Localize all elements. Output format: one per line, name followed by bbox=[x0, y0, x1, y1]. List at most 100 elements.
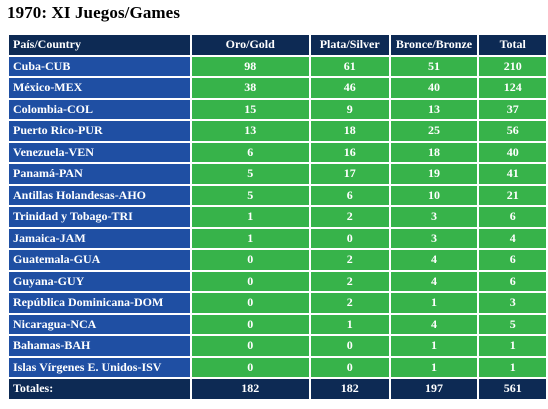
silver-cell: 6 bbox=[310, 185, 389, 205]
total-cell: 1 bbox=[479, 336, 546, 356]
bronze-cell: 1 bbox=[390, 357, 478, 377]
totals-total: 561 bbox=[479, 379, 546, 399]
total-cell: 210 bbox=[479, 56, 546, 76]
gold-cell: 5 bbox=[191, 185, 309, 205]
header-total: Total bbox=[479, 35, 546, 55]
country-cell: Nicaragua-NCA bbox=[9, 314, 190, 334]
table-row: Colombia-COL 15 9 13 37 bbox=[9, 99, 546, 119]
bronze-cell: 40 bbox=[390, 78, 478, 98]
table-row: Jamaica-JAM 1 0 3 4 bbox=[9, 228, 546, 248]
gold-cell: 0 bbox=[191, 314, 309, 334]
table-row: Venezuela-VEN 6 16 18 40 bbox=[9, 142, 546, 162]
totals-gold: 182 bbox=[191, 379, 309, 399]
silver-cell: 2 bbox=[310, 250, 389, 270]
silver-cell: 61 bbox=[310, 56, 389, 76]
gold-cell: 15 bbox=[191, 99, 309, 119]
table-row: Panamá-PAN 5 17 19 41 bbox=[9, 164, 546, 184]
totals-row: Totales: 182 182 197 561 bbox=[9, 379, 546, 399]
country-cell: Panamá-PAN bbox=[9, 164, 190, 184]
gold-cell: 5 bbox=[191, 164, 309, 184]
table-row: Islas Vírgenes E. Unidos-ISV 0 0 1 1 bbox=[9, 357, 546, 377]
medal-table: País/Country Oro/Gold Plata/Silver Bronc… bbox=[7, 33, 548, 401]
table-row: Bahamas-BAH 0 0 1 1 bbox=[9, 336, 546, 356]
bronze-cell: 51 bbox=[390, 56, 478, 76]
totals-label: Totales: bbox=[9, 379, 190, 399]
table-row: Antillas Holandesas-AHO 5 6 10 21 bbox=[9, 185, 546, 205]
gold-cell: 98 bbox=[191, 56, 309, 76]
silver-cell: 0 bbox=[310, 357, 389, 377]
silver-cell: 0 bbox=[310, 228, 389, 248]
header-gold: Oro/Gold bbox=[191, 35, 309, 55]
total-cell: 56 bbox=[479, 121, 546, 141]
table-row: México-MEX 38 46 40 124 bbox=[9, 78, 546, 98]
total-cell: 40 bbox=[479, 142, 546, 162]
country-cell: Trinidad y Tobago-TRI bbox=[9, 207, 190, 227]
bronze-cell: 10 bbox=[390, 185, 478, 205]
silver-cell: 2 bbox=[310, 271, 389, 291]
silver-cell: 46 bbox=[310, 78, 389, 98]
total-cell: 37 bbox=[479, 99, 546, 119]
total-cell: 5 bbox=[479, 314, 546, 334]
silver-cell: 2 bbox=[310, 293, 389, 313]
table-row: Cuba-CUB 98 61 51 210 bbox=[9, 56, 546, 76]
bronze-cell: 4 bbox=[390, 271, 478, 291]
gold-cell: 1 bbox=[191, 228, 309, 248]
gold-cell: 0 bbox=[191, 250, 309, 270]
gold-cell: 38 bbox=[191, 78, 309, 98]
gold-cell: 0 bbox=[191, 271, 309, 291]
table-row: Nicaragua-NCA 0 1 4 5 bbox=[9, 314, 546, 334]
silver-cell: 16 bbox=[310, 142, 389, 162]
bronze-cell: 4 bbox=[390, 314, 478, 334]
country-cell: México-MEX bbox=[9, 78, 190, 98]
total-cell: 21 bbox=[479, 185, 546, 205]
total-cell: 124 bbox=[479, 78, 546, 98]
total-cell: 6 bbox=[479, 250, 546, 270]
bronze-cell: 1 bbox=[390, 293, 478, 313]
header-silver: Plata/Silver bbox=[310, 35, 389, 55]
table-row: Puerto Rico-PUR 13 18 25 56 bbox=[9, 121, 546, 141]
bronze-cell: 18 bbox=[390, 142, 478, 162]
totals-bronze: 197 bbox=[390, 379, 478, 399]
country-cell: Cuba-CUB bbox=[9, 56, 190, 76]
bronze-cell: 3 bbox=[390, 228, 478, 248]
total-cell: 41 bbox=[479, 164, 546, 184]
gold-cell: 1 bbox=[191, 207, 309, 227]
table-row: Guatemala-GUA 0 2 4 6 bbox=[9, 250, 546, 270]
country-cell: Puerto Rico-PUR bbox=[9, 121, 190, 141]
table-row: República Dominicana-DOM 0 2 1 3 bbox=[9, 293, 546, 313]
country-cell: Colombia-COL bbox=[9, 99, 190, 119]
country-cell: Antillas Holandesas-AHO bbox=[9, 185, 190, 205]
table-body: Cuba-CUB 98 61 51 210 México-MEX 38 46 40 124 Colo… bbox=[9, 56, 546, 377]
bronze-cell: 25 bbox=[390, 121, 478, 141]
silver-cell: 17 bbox=[310, 164, 389, 184]
total-cell: 4 bbox=[479, 228, 546, 248]
total-cell: 6 bbox=[479, 207, 546, 227]
gold-cell: 0 bbox=[191, 336, 309, 356]
country-cell: Venezuela-VEN bbox=[9, 142, 190, 162]
table-row: Guyana-GUY 0 2 4 6 bbox=[9, 271, 546, 291]
silver-cell: 9 bbox=[310, 99, 389, 119]
country-cell: Guyana-GUY bbox=[9, 271, 190, 291]
totals-silver: 182 bbox=[310, 379, 389, 399]
page-title: 1970: XI Juegos/Games bbox=[7, 3, 181, 22]
country-cell: República Dominicana-DOM bbox=[9, 293, 190, 313]
gold-cell: 0 bbox=[191, 293, 309, 313]
country-cell: Jamaica-JAM bbox=[9, 228, 190, 248]
gold-cell: 13 bbox=[191, 121, 309, 141]
gold-cell: 0 bbox=[191, 357, 309, 377]
silver-cell: 1 bbox=[310, 314, 389, 334]
bronze-cell: 13 bbox=[390, 99, 478, 119]
country-cell: Islas Vírgenes E. Unidos-ISV bbox=[9, 357, 190, 377]
table-row: Trinidad y Tobago-TRI 1 2 3 6 bbox=[9, 207, 546, 227]
bronze-cell: 4 bbox=[390, 250, 478, 270]
total-cell: 3 bbox=[479, 293, 546, 313]
gold-cell: 6 bbox=[191, 142, 309, 162]
total-cell: 1 bbox=[479, 357, 546, 377]
bronze-cell: 3 bbox=[390, 207, 478, 227]
silver-cell: 0 bbox=[310, 336, 389, 356]
bronze-cell: 19 bbox=[390, 164, 478, 184]
header-bronze: Bronce/Bronze bbox=[390, 35, 478, 55]
country-cell: Guatemala-GUA bbox=[9, 250, 190, 270]
total-cell: 6 bbox=[479, 271, 546, 291]
silver-cell: 18 bbox=[310, 121, 389, 141]
